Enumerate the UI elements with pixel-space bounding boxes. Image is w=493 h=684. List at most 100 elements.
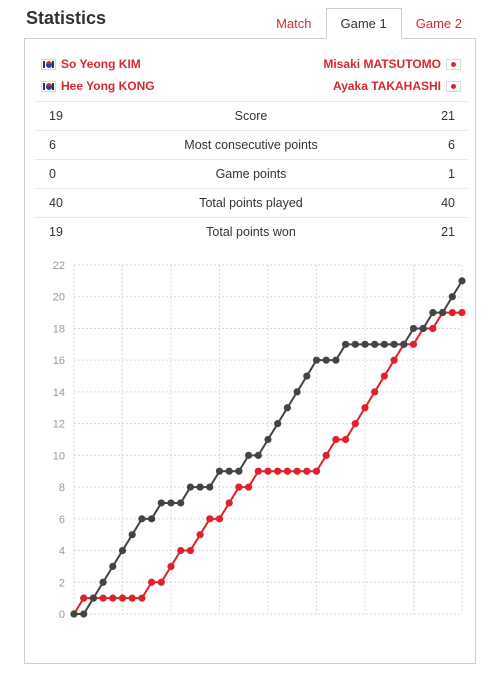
japan-flag-icon [446,80,461,92]
stat-row-game-points: 0 Game points 1 [35,159,467,188]
series-0-point [167,499,175,507]
korea-flag-icon [41,58,56,70]
series-0-point [293,388,301,396]
series-1-point [80,594,88,602]
y-tick-label: 4 [59,546,65,558]
stat-row-score: 19 Score 21 [35,101,467,130]
series-1-point [254,467,262,475]
y-tick-label: 6 [59,514,65,526]
series-1-point [148,578,156,586]
series-0-point [312,356,321,364]
header: Statistics Match Game 1 Game 2 [0,0,493,39]
y-tick-label: 20 [53,292,65,304]
stat-left-value: 6 [49,138,56,152]
series-0-point [118,546,127,555]
series-0-point [439,308,447,317]
series-0-point [206,483,214,491]
series-1-point [225,499,233,507]
series-0-point [225,467,233,475]
left-player-1: So Yeong KIM [41,55,141,73]
series-0-point [138,515,146,523]
left-player-1-name: So Yeong KIM [61,57,141,71]
series-0-point [70,610,78,618]
series-1-point [409,340,418,348]
series-0-point [245,451,253,459]
right-player-2: Ayaka TAKAHASHI [333,77,461,95]
series-0-point [274,420,282,428]
statistics-panel: So Yeong KIM Hee Yong KONG Misaki MATSUT… [24,38,476,664]
series-1-point [312,467,321,475]
y-tick-label: 12 [53,419,65,431]
series-0-point [419,324,427,333]
series-0-point [371,340,379,348]
tab-game-2[interactable]: Game 2 [415,16,462,31]
series-0-point [215,467,224,475]
series-1-point [274,467,282,475]
series-1-point [448,308,456,317]
series-1-point [380,372,388,380]
series-0-point [390,340,398,348]
y-tick-label: 8 [59,482,65,494]
korea-flag-icon [41,80,56,92]
series-0-point [235,467,243,475]
series-1-point [371,388,379,396]
series-1-point [118,594,127,602]
series-1-point [128,594,136,602]
series-1-point [177,546,185,555]
series-0-point [80,610,88,618]
stat-left-value: 0 [49,167,56,181]
y-tick-label: 14 [53,387,65,399]
series-1-point [429,324,437,333]
y-tick-label: 10 [53,450,65,462]
series-0-point [89,594,97,602]
series-1-point [351,420,359,428]
series-1-point [157,578,165,586]
series-1-point [245,483,253,491]
series-1-point [138,594,146,602]
stat-label: Total points won [206,225,296,239]
page-title: Statistics [26,8,107,28]
stat-left-value: 19 [49,225,63,239]
series-1-point [293,467,301,475]
japan-flag-icon [446,58,461,70]
tab-match[interactable]: Match [276,16,312,31]
left-player-2: Hee Yong KONG [41,77,155,95]
series-0-point [351,340,359,348]
score-progression-chart: 0 2 4 6 8 10 12 14 16 18 20 22 [25,252,477,632]
stat-label: Game points [215,167,287,181]
stat-label: Total points played [199,196,303,210]
stats-table: 19 Score 21 6 Most consecutive points 6 … [35,101,467,246]
stat-label: Most consecutive points [184,138,318,152]
series-0-point [429,308,437,317]
stat-right-value: 21 [441,225,455,239]
stat-right-value: 6 [448,138,455,152]
series-1-point [342,435,350,444]
series-1-point [109,594,117,602]
tab-bar: Match Game 1 Game 2 [262,8,476,39]
series-1-point [322,451,330,459]
series-1-point [264,467,272,475]
series-0-point [254,451,262,459]
series-1-point [167,562,175,571]
tab-game-1[interactable]: Game 1 [325,8,402,39]
series-0-point [409,324,418,333]
series-1-point [186,546,194,555]
stat-label: Score [234,109,268,123]
stat-row-total-played: 40 Total points played 40 [35,188,467,217]
series-0-point [361,340,369,348]
series-1-point [99,594,107,602]
series-0-point [342,340,350,348]
series-0-point [283,404,291,412]
stat-left-value: 40 [49,196,63,210]
series-1-point [283,467,291,475]
right-player-2-name: Ayaka TAKAHASHI [332,79,441,93]
series-1-point [235,483,243,491]
series-1-point [215,515,224,523]
series-0-point [157,499,165,507]
series-0-point [264,435,272,444]
players-header: So Yeong KIM Hee Yong KONG Misaki MATSUT… [41,53,461,97]
series-0-point [448,293,456,301]
y-tick-label: 18 [53,323,65,335]
right-player-1-name: Misaki MATSUTOMO [323,57,441,71]
series-1-point [206,515,214,523]
